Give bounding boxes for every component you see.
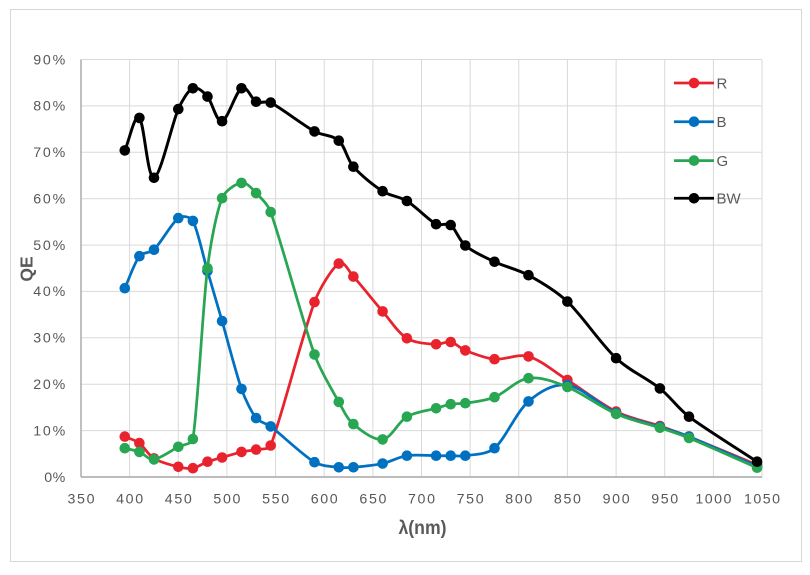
svg-text:550: 550 <box>262 492 289 508</box>
svg-text:30%: 30% <box>33 331 65 347</box>
svg-text:BW: BW <box>717 191 742 208</box>
svg-text:λ(nm): λ(nm) <box>399 517 447 539</box>
svg-text:90%: 90% <box>33 52 65 68</box>
svg-text:20%: 20% <box>33 377 65 393</box>
svg-text:750: 750 <box>457 492 484 508</box>
svg-text:450: 450 <box>165 492 192 508</box>
svg-text:1050: 1050 <box>744 492 780 508</box>
svg-text:QE: QE <box>16 256 36 281</box>
svg-text:10%: 10% <box>33 423 65 439</box>
svg-text:40%: 40% <box>33 284 65 300</box>
svg-text:900: 900 <box>603 492 630 508</box>
svg-text:700: 700 <box>408 492 435 508</box>
svg-text:500: 500 <box>213 492 240 508</box>
svg-text:60%: 60% <box>33 192 65 208</box>
svg-text:600: 600 <box>311 492 338 508</box>
svg-text:70%: 70% <box>33 145 65 161</box>
svg-text:850: 850 <box>554 492 581 508</box>
svg-text:80%: 80% <box>33 99 65 115</box>
svg-text:R: R <box>717 75 728 92</box>
svg-text:1000: 1000 <box>695 492 731 508</box>
svg-text:400: 400 <box>116 492 143 508</box>
svg-text:50%: 50% <box>33 238 65 254</box>
svg-text:950: 950 <box>651 492 678 508</box>
svg-text:B: B <box>717 114 727 131</box>
svg-text:350: 350 <box>68 492 95 508</box>
svg-text:800: 800 <box>505 492 532 508</box>
svg-text:650: 650 <box>359 492 386 508</box>
svg-text:G: G <box>717 153 729 170</box>
svg-text:0%: 0% <box>44 470 65 486</box>
